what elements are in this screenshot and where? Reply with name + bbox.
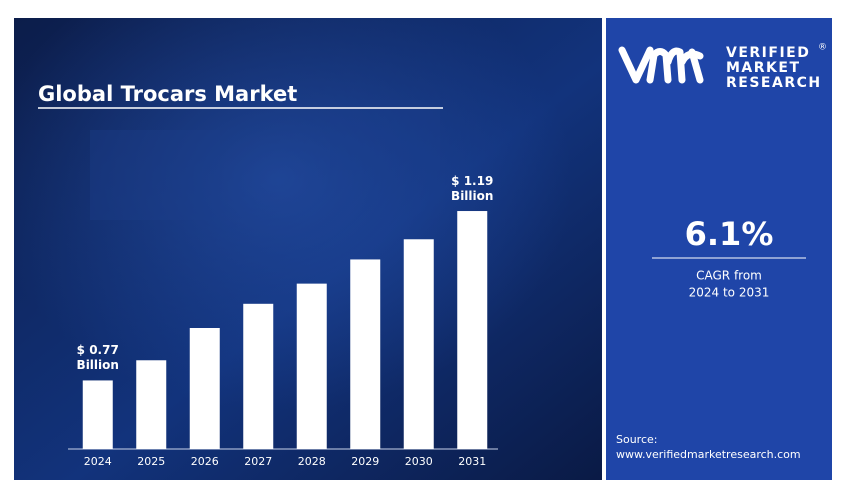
- bar: [457, 211, 488, 449]
- cagr-caption: CAGR from: [696, 269, 762, 283]
- x-tick-label: 2026: [191, 455, 219, 468]
- bar: [136, 360, 167, 449]
- bar: [403, 239, 434, 449]
- source-url: www.verifiedmarketresearch.com: [616, 448, 801, 461]
- chart-title: Global Trocars Market: [38, 82, 297, 106]
- bar: [82, 380, 113, 449]
- logo-mark: [618, 46, 704, 84]
- logo-text: MARKET: [726, 60, 801, 76]
- x-tick-label: 2029: [351, 455, 379, 468]
- x-tick-label: 2031: [458, 455, 486, 468]
- bar: [243, 303, 274, 449]
- decor: [90, 130, 220, 220]
- logo-text: RESEARCH: [726, 75, 822, 91]
- x-tick-label: 2027: [244, 455, 272, 468]
- cagr-value: 6.1%: [685, 215, 774, 253]
- cagr-caption: 2024 to 2031: [689, 286, 770, 300]
- decor: [330, 100, 440, 170]
- value-label: $ 0.77 Billion: [76, 343, 119, 373]
- source-label: Source:: [616, 433, 658, 446]
- x-tick-label: 2028: [298, 455, 326, 468]
- right-panel: [606, 18, 832, 480]
- bar: [189, 328, 220, 449]
- x-tick-label: 2025: [137, 455, 165, 468]
- bar: [350, 259, 381, 449]
- bar: [296, 283, 327, 449]
- value-label: $ 1.19 Billion: [451, 174, 494, 204]
- x-tick-label: 2024: [84, 455, 112, 468]
- x-tick-label: 2030: [405, 455, 433, 468]
- logo-registered: ®: [818, 43, 827, 53]
- logo-text: VERIFIED: [726, 45, 810, 61]
